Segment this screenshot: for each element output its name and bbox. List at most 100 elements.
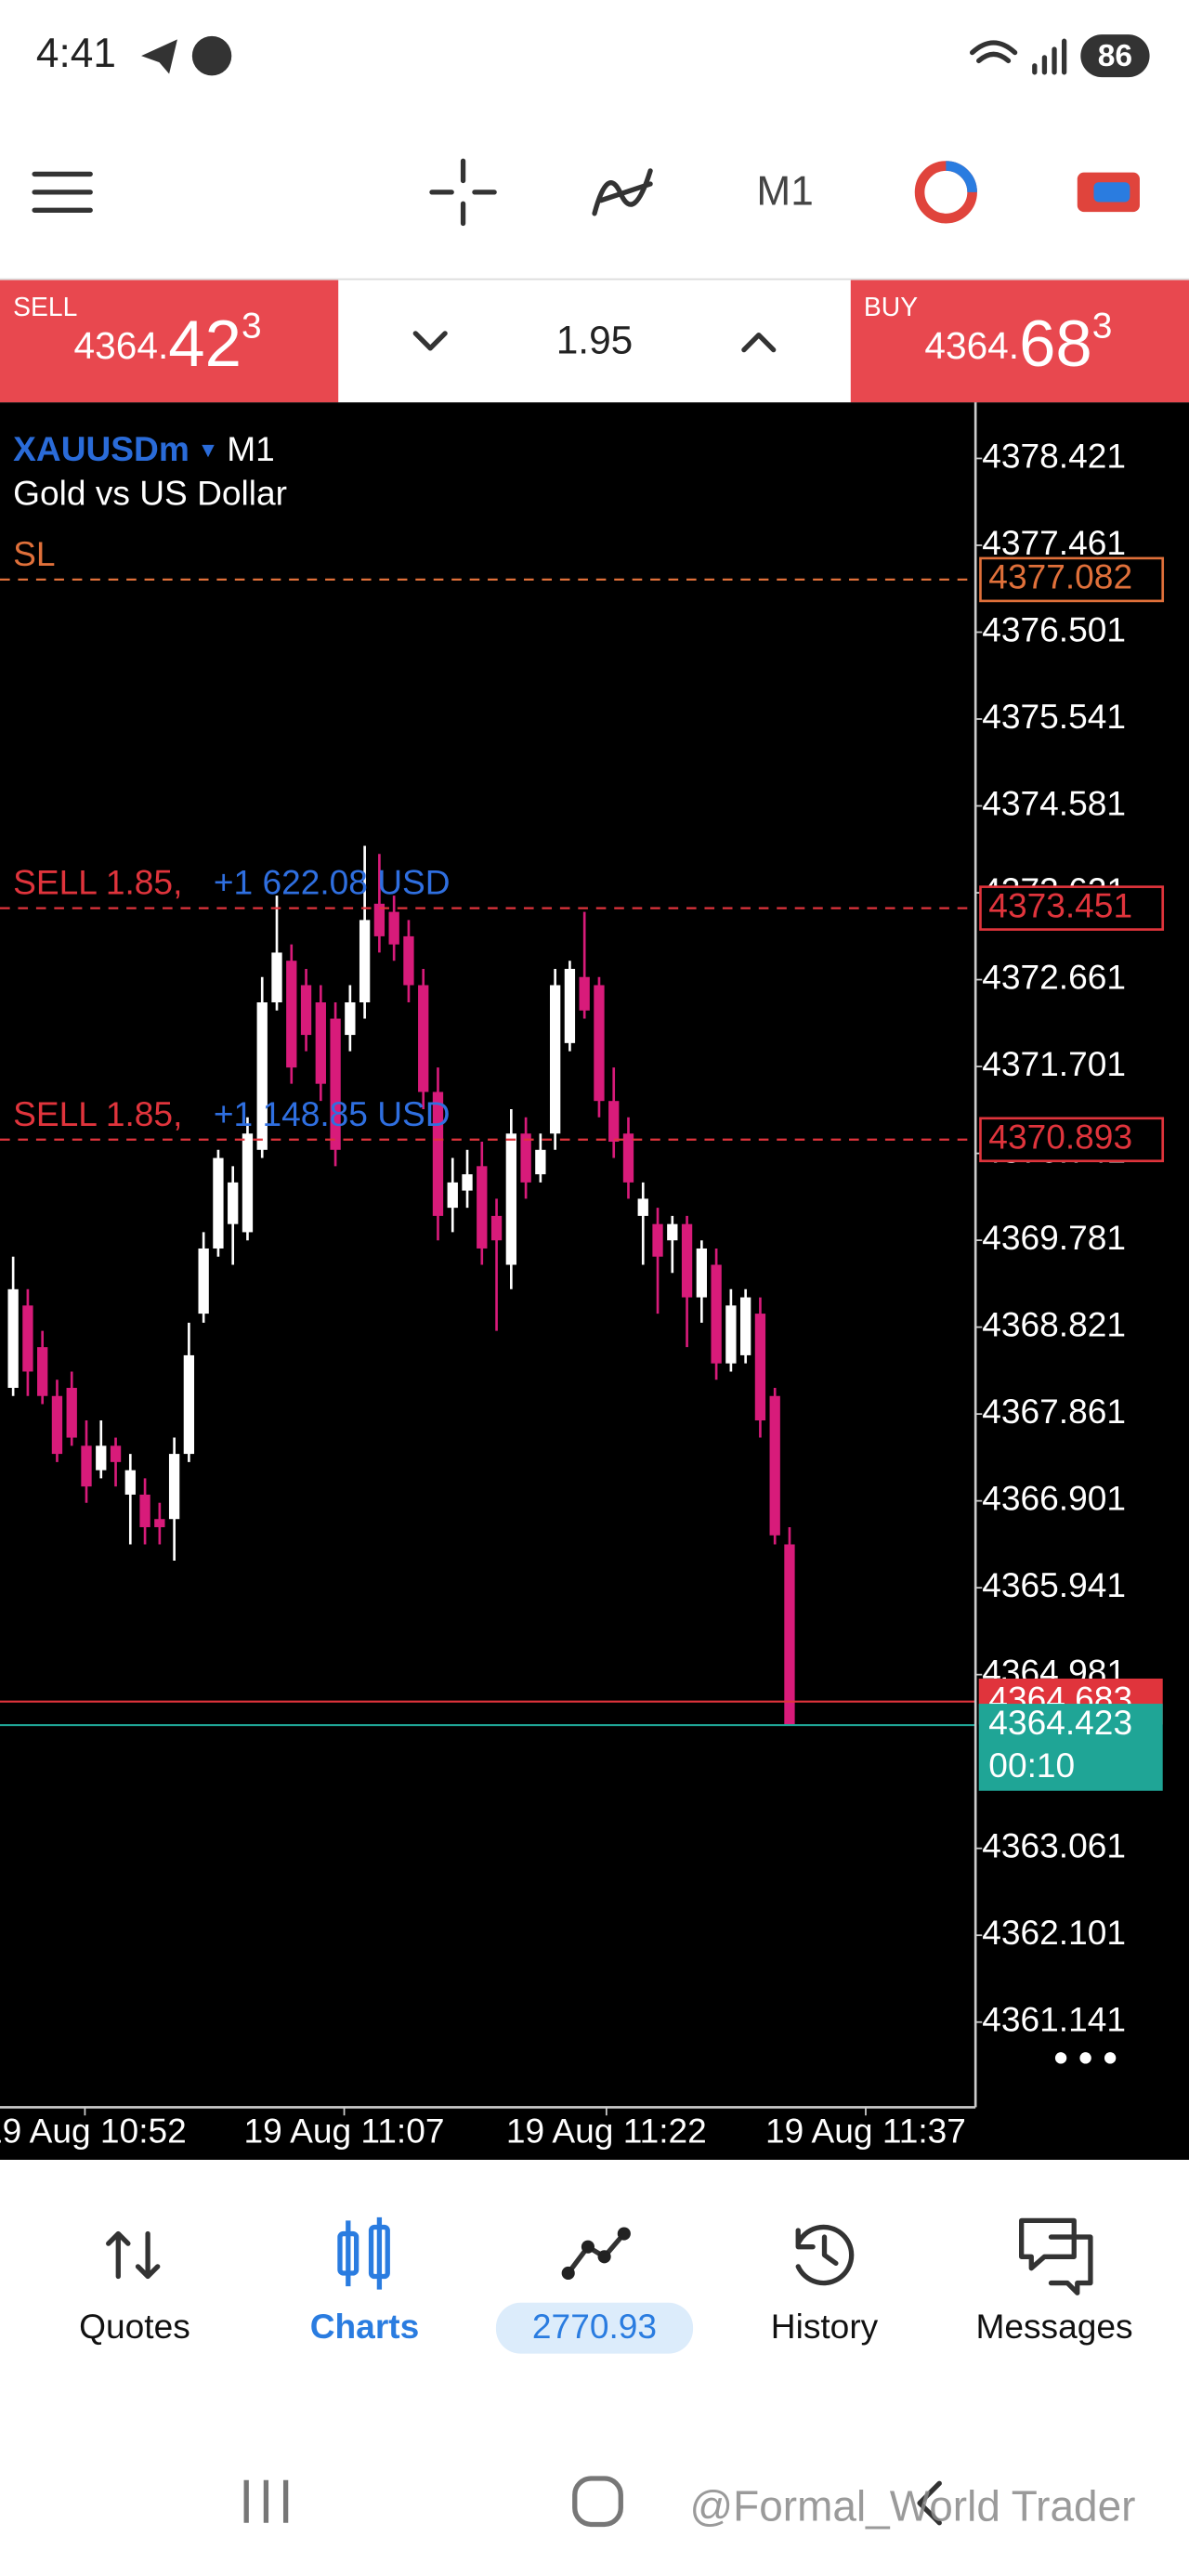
y-tick-label: 4378.421 (982, 436, 1126, 475)
y-tick-label: 4362.101 (982, 1913, 1126, 1952)
candle-body (608, 1101, 620, 1143)
order-label: SELL 1.85, (13, 863, 182, 902)
messages-icon[interactable] (1019, 2217, 1093, 2295)
nav-charts[interactable]: Charts (310, 2307, 420, 2346)
nav-quotes[interactable]: Quotes (79, 2307, 190, 2346)
candle-body (505, 1133, 516, 1265)
signal-icon (1032, 38, 1067, 75)
sell-price: 4364.423 (74, 306, 262, 379)
nav-messages[interactable]: Messages (975, 2307, 1132, 2346)
buy-button[interactable] (850, 279, 1189, 403)
buy-price: 4364.683 (924, 306, 1112, 379)
bid-price: 4364.423 (988, 1703, 1132, 1742)
volume-down[interactable] (412, 331, 448, 351)
menu-button[interactable] (32, 171, 93, 213)
y-tick-label: 4374.581 (982, 783, 1126, 822)
candle-body (7, 1288, 19, 1388)
wifi-icon (969, 40, 1018, 64)
y-tick-label: 4371.701 (982, 1044, 1126, 1083)
crosshair-button[interactable] (429, 158, 497, 227)
balance-pill (495, 2302, 694, 2354)
candle-body (403, 935, 414, 986)
candle-body (330, 1018, 341, 1150)
y-tick-label: 4361.141 (982, 2000, 1126, 2039)
charts-icon[interactable] (337, 2216, 390, 2290)
level-price: 4370.893 (988, 1118, 1132, 1157)
x-tick-label: 19 Aug 11:07 (244, 2112, 445, 2151)
level-price-box (979, 885, 1165, 931)
candle-body (228, 1182, 239, 1224)
sell-price-main: 4364. (74, 324, 169, 367)
volume[interactable]: 1.95 (556, 319, 634, 362)
back-button[interactable] (917, 2480, 942, 2526)
clock-arc (946, 161, 977, 193)
candle-body (432, 1092, 444, 1216)
sell-button[interactable] (0, 279, 339, 403)
candle-body (198, 1248, 209, 1314)
candle-body (183, 1354, 195, 1455)
battery-level: 86 (1098, 39, 1132, 73)
candle-body (154, 1519, 165, 1527)
y-tick-label: 4376.501 (982, 609, 1126, 648)
trade-button-inner (1093, 182, 1130, 203)
quotes-icon[interactable] (106, 2230, 161, 2280)
order-profit: +1 622.08 USD (214, 863, 451, 902)
candle-body (345, 1002, 356, 1036)
order-label: SELL 1.85, (13, 1094, 182, 1133)
candle-body (784, 1544, 795, 1725)
trade-icon[interactable] (566, 2230, 627, 2276)
level-price-box (979, 1117, 1165, 1163)
level-price: 4373.451 (988, 885, 1132, 924)
candle-body (637, 1198, 648, 1216)
symbol-description: Gold vs US Dollar (13, 474, 287, 513)
overlay: 4378.421 4377.461 4376.501 4375.541 4374.581… (0, 436, 1165, 2151)
volume-up[interactable] (741, 333, 777, 353)
y-tick-label: 4363.061 (982, 1826, 1126, 1865)
y-tick-label: 4366.901 (982, 1478, 1126, 1517)
trade-dot (617, 2227, 631, 2241)
candle-body (168, 1454, 180, 1520)
indicators-button[interactable] (592, 168, 653, 216)
buy-label: BUY (864, 292, 918, 321)
candle-body (711, 1264, 722, 1364)
candle-body (51, 1395, 63, 1455)
candle-body (564, 968, 576, 1043)
candle-body (535, 1149, 546, 1175)
candle-body (769, 1395, 780, 1536)
candle-body (549, 985, 561, 1134)
nav-balance[interactable]: 2770.93 (532, 2307, 657, 2346)
y-tick-label: 4365.941 (982, 1565, 1126, 1604)
y-tick-label: 4375.541 (982, 697, 1126, 736)
buy-price-sup: 3 (1092, 307, 1113, 347)
buy-price-main: 4364. (924, 324, 1019, 367)
nav-history[interactable]: History (771, 2307, 879, 2346)
candle-body (271, 952, 282, 1003)
chart-timeframe: M1 (227, 429, 275, 468)
plot (0, 578, 976, 1727)
recent-apps[interactable] (243, 2479, 289, 2523)
y-tick-label: 4369.781 (982, 1218, 1126, 1257)
home-button[interactable] (572, 2476, 623, 2528)
candle-body (594, 985, 605, 1102)
candle-body (477, 1166, 488, 1249)
telegram-icon (141, 39, 177, 74)
timeframe-button[interactable]: M1 (756, 168, 813, 214)
candle-body (213, 1157, 224, 1249)
candle-body (300, 985, 312, 1036)
y-tick-label: 4372.661 (982, 957, 1126, 996)
bar-timer: 00:10 (988, 1746, 1075, 1785)
chart-bg[interactable] (0, 402, 1189, 2160)
symbol[interactable]: XAUUSDm (13, 429, 189, 468)
candle-body (96, 1445, 107, 1471)
history-icon[interactable] (795, 2224, 855, 2286)
sell-price-big: 42 (168, 306, 242, 379)
x-tick-label: 19 Aug 10:52 (0, 2112, 187, 2151)
level-price-box (979, 556, 1165, 603)
more-button[interactable] (1054, 2052, 1117, 2064)
candle-body (388, 911, 399, 945)
candle-body (579, 976, 590, 1011)
candle-body (286, 961, 297, 1068)
clock: 4:41 (36, 31, 116, 76)
